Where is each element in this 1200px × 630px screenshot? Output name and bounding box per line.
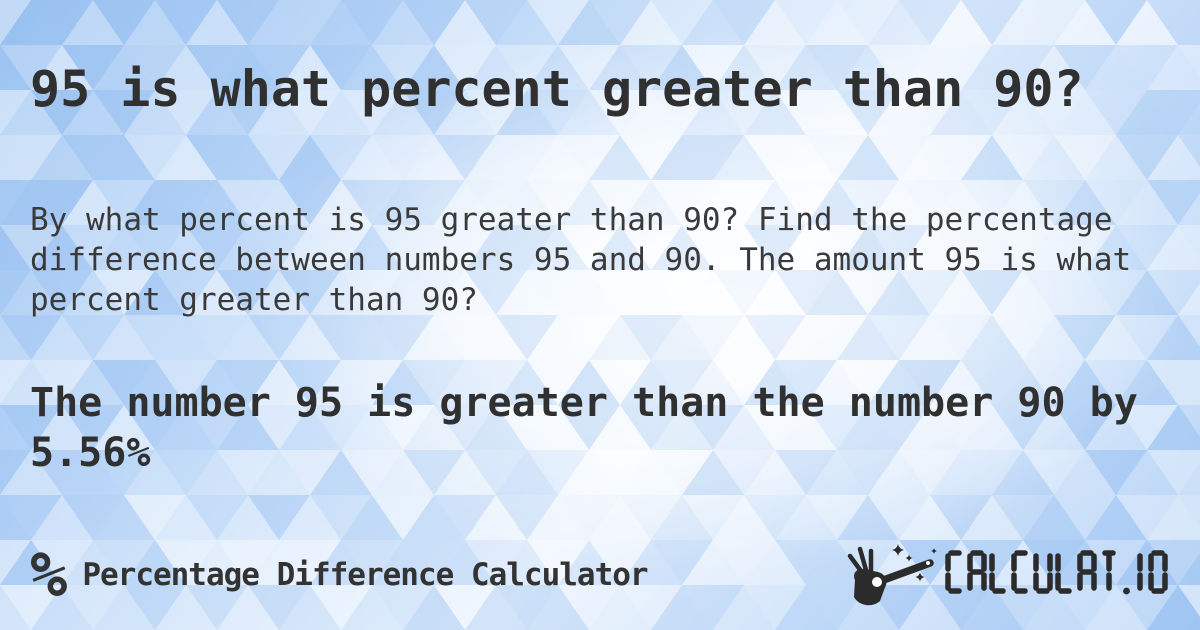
- answer-text: The number 95 is greater than the number…: [30, 380, 1138, 476]
- site-name-label: Percentage Difference Calculator: [82, 556, 648, 593]
- footer: % Percentage Difference Calculator: [30, 541, 1170, 609]
- percent-icon: %: [30, 538, 68, 612]
- page-title: 95 is what percent greater than 90?: [30, 59, 1084, 118]
- brand-logo: [841, 542, 1170, 608]
- magic-wand-hand-icon: [847, 544, 937, 606]
- brand-logo-text: [945, 550, 1170, 600]
- page-description: By what percent is 95 greater than 90? F…: [30, 202, 1132, 318]
- brand-logo-segment-text: [945, 550, 1168, 595]
- site-branding: % Percentage Difference Calculator: [30, 538, 649, 612]
